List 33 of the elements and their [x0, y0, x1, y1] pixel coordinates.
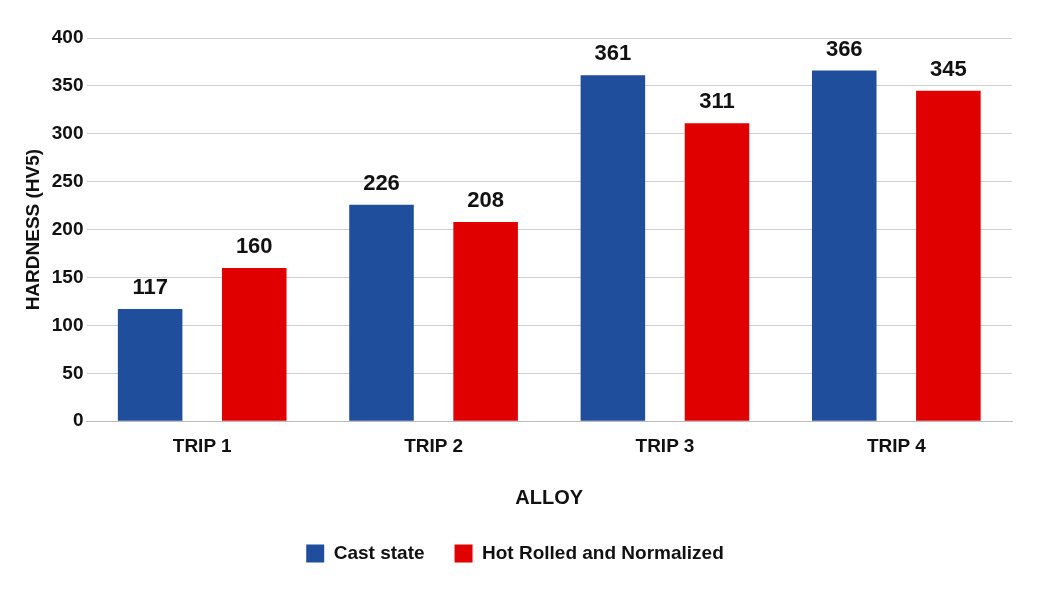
x-tick-label: TRIP 3: [635, 434, 695, 456]
y-tick-label: 50: [62, 361, 84, 383]
y-tick-label: 200: [51, 217, 84, 239]
data-label: 208: [467, 187, 504, 212]
y-tick-label: 350: [51, 74, 84, 96]
bar: [916, 90, 981, 421]
data-label: 117: [132, 274, 168, 300]
data-label: 361: [594, 40, 632, 66]
x-tick-label: TRIP 2: [404, 434, 463, 456]
legend-label: Hot Rolled and Normalized: [482, 541, 724, 563]
bar: [221, 267, 287, 421]
y-tick-label: 250: [51, 169, 84, 191]
bar: [349, 204, 414, 421]
x-tick-label: TRIP 1: [172, 434, 233, 456]
data-label: 160: [235, 232, 273, 258]
x-axis-title: ALLOY: [515, 485, 584, 508]
legend-label: Cast state: [333, 541, 425, 563]
y-axis-title: HARDNESS (HV5): [21, 148, 43, 311]
y-tick-label: 100: [51, 313, 84, 335]
data-label: 226: [363, 169, 400, 195]
x-tick-label: TRIP 4: [866, 434, 927, 456]
data-label: 366: [825, 35, 863, 61]
bar: [453, 221, 518, 421]
y-tick-label: 0: [72, 409, 84, 431]
bar: [811, 70, 877, 421]
bar: [580, 75, 646, 421]
bar: [117, 309, 183, 421]
y-tick-label: 300: [51, 122, 84, 144]
data-label: 311: [699, 88, 735, 114]
y-tick-label: 400: [51, 26, 84, 48]
bar: [684, 123, 750, 421]
data-label: 345: [930, 55, 967, 81]
y-tick-label: 150: [51, 265, 84, 287]
